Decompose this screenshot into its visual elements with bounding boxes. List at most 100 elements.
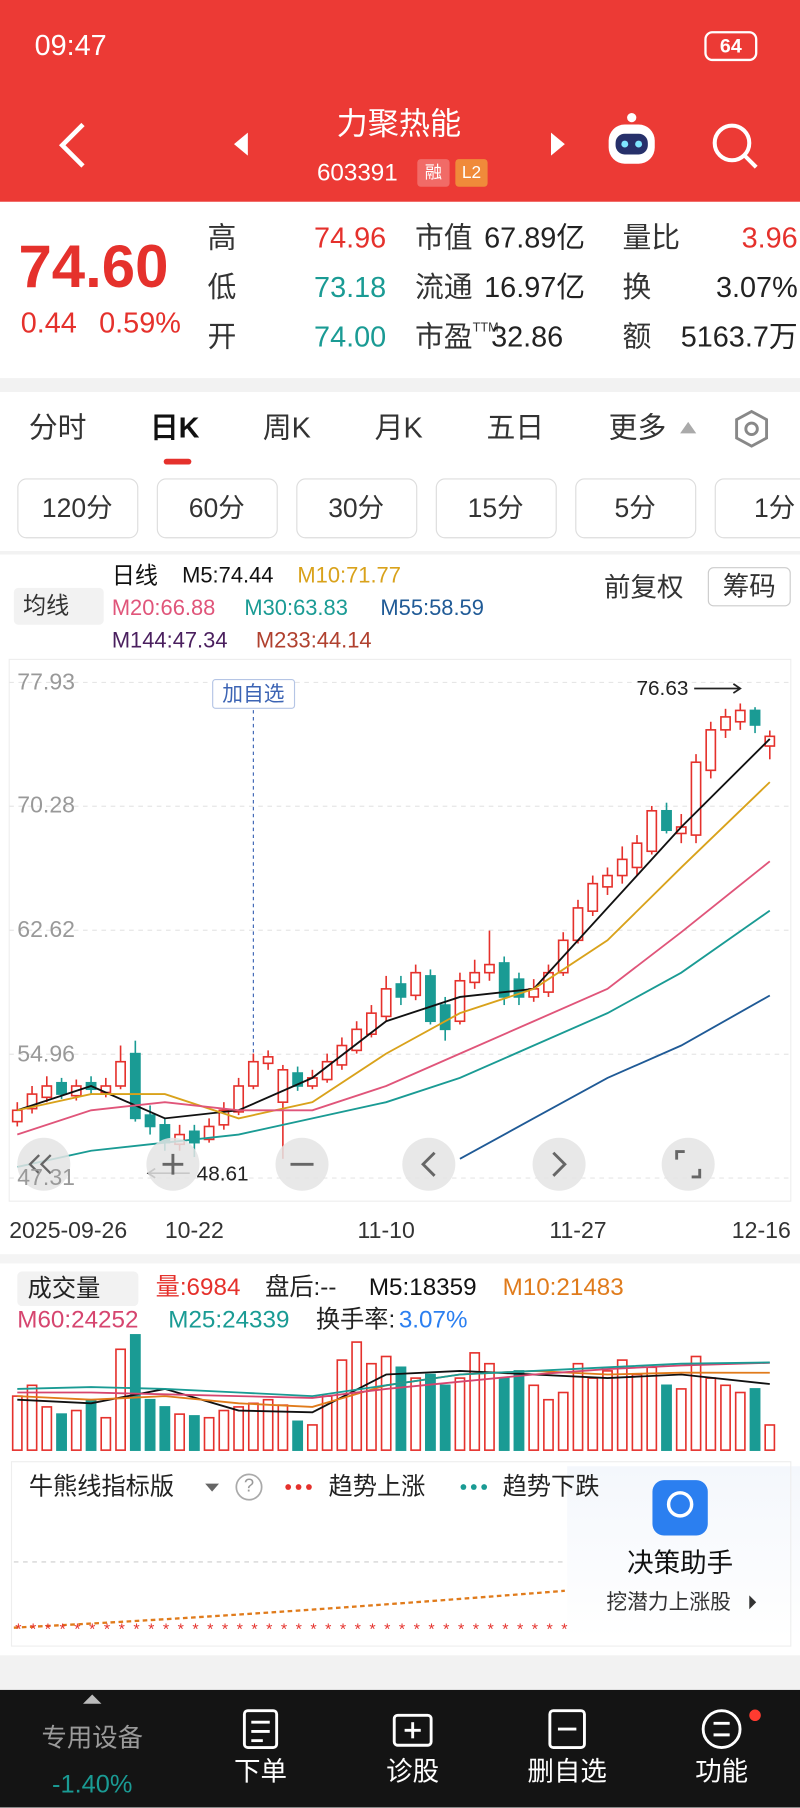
indicator-legend: 趋势下跌 [502, 1473, 600, 1501]
ma-line [17, 781, 771, 1120]
period-button-label: 120分 [41, 492, 113, 523]
expand-arrow[interactable] [82, 1694, 102, 1704]
period-tab[interactable]: 日K [149, 412, 200, 445]
volume-bar [690, 1355, 702, 1451]
volume-bar [218, 1409, 230, 1451]
nav-item[interactable]: 下单 [234, 1756, 288, 1787]
kline-period: 日线 [111, 563, 158, 590]
chart-control[interactable] [532, 1137, 586, 1191]
sector-name[interactable]: 专用设备 [41, 1723, 143, 1753]
volume-bar [262, 1398, 274, 1451]
candle-body [469, 971, 481, 984]
period-button[interactable] [17, 478, 139, 539]
prev-stock[interactable] [234, 132, 248, 156]
indicator-frame [10, 1461, 792, 1647]
stat-label: 换 [622, 271, 652, 304]
trend-star: * [237, 1621, 244, 1639]
trend-star: * [414, 1621, 421, 1639]
volume-bar [734, 1391, 746, 1451]
candle-body [144, 1114, 156, 1128]
stat-label: 高 [207, 221, 237, 255]
trend-star: * [369, 1621, 376, 1639]
candle-body [734, 709, 746, 723]
next-stock[interactable] [551, 132, 565, 156]
assistant-title[interactable]: 决策助手 [627, 1547, 734, 1578]
candle-body [602, 874, 613, 888]
period-button[interactable] [435, 478, 557, 539]
candle-body [129, 1052, 141, 1120]
trend-star: * [502, 1621, 509, 1639]
trend-star: * [192, 1621, 199, 1639]
candle-body [115, 1060, 126, 1087]
candle-body [646, 809, 658, 853]
header-bg [0, 0, 800, 202]
candle-body [247, 1060, 259, 1087]
chart-control[interactable] [17, 1137, 71, 1191]
settings-icon[interactable] [735, 409, 769, 448]
period-tab[interactable]: 月K [374, 412, 423, 445]
period-button[interactable] [296, 478, 418, 539]
candle-body [513, 978, 525, 998]
period-button[interactable] [575, 478, 697, 539]
trend-star: * [133, 1621, 140, 1639]
period-tab[interactable]: 五日 [486, 412, 545, 445]
y-tick-label: 54.96 [17, 1041, 76, 1067]
ma-button[interactable] [13, 587, 104, 625]
volume-bar [631, 1373, 643, 1451]
assistant-glyph [666, 1491, 694, 1518]
chips-label[interactable]: 筹码 [722, 571, 776, 602]
assistant-link[interactable]: 挖潜力上涨股 [606, 1590, 731, 1614]
y-tick-label: 62.62 [17, 917, 76, 943]
volume-bar [26, 1384, 38, 1451]
robot-icon[interactable] [608, 112, 655, 164]
nav-item[interactable]: 功能 [695, 1756, 749, 1787]
period-tab[interactable]: 分时 [28, 412, 87, 445]
trend-star: * [473, 1621, 480, 1639]
ma-button-label[interactable]: 均线 [23, 593, 70, 620]
adjust-mode[interactable]: 前复权 [604, 572, 684, 603]
ma-legend: M55:58.59 [380, 596, 484, 621]
y-tick-label: 77.93 [17, 669, 76, 696]
back-icon[interactable] [58, 122, 85, 168]
legend-dot [306, 1484, 312, 1490]
watch-tag[interactable] [211, 678, 295, 709]
separator [0, 551, 800, 555]
period-button[interactable] [156, 478, 278, 539]
volume-title[interactable]: 成交量 [27, 1275, 101, 1303]
watch-tag-label[interactable]: 加自选 [222, 682, 285, 706]
period-tab[interactable]: 周K [262, 412, 311, 445]
nav-item[interactable]: 诊股 [386, 1756, 440, 1787]
volume-bar [705, 1377, 717, 1451]
settings-icon-dot [744, 421, 759, 437]
candle-body [26, 1093, 38, 1110]
price-frame [8, 658, 792, 1202]
nav-item[interactable]: 删自选 [527, 1756, 607, 1787]
trend-star: * [546, 1621, 553, 1639]
ma-legend: M233:44.14 [255, 628, 372, 654]
legend-dot [460, 1484, 467, 1490]
volume-bar [188, 1415, 200, 1451]
period-tab[interactable]: 更多 [608, 412, 667, 445]
ma-line [17, 1361, 770, 1399]
candle-body [616, 858, 628, 877]
volume-button[interactable] [17, 1271, 139, 1307]
volume-legend: M10:21483 [502, 1274, 624, 1301]
chart-control[interactable] [661, 1137, 715, 1191]
search-icon[interactable] [712, 123, 758, 169]
badge: L2 [461, 163, 482, 183]
turnover-label: 换手率: [315, 1306, 396, 1334]
trend-star: * [104, 1621, 111, 1639]
trend-star: * [251, 1621, 258, 1639]
volume-bar [395, 1366, 407, 1451]
trend-star: * [222, 1621, 229, 1639]
period-button[interactable] [714, 478, 800, 539]
chips-button[interactable] [707, 567, 791, 607]
min-price-label: 48.61 [196, 1161, 249, 1185]
volume-bar [144, 1398, 156, 1451]
chart-control[interactable] [402, 1137, 456, 1191]
icon [421, 1151, 436, 1177]
indicator-title[interactable]: 牛熊线指标版 [28, 1473, 175, 1501]
help-mark[interactable]: ? [243, 1476, 255, 1497]
x-tick-label: 2025-09-26 [9, 1218, 128, 1244]
stat-label: 额 [622, 321, 652, 354]
